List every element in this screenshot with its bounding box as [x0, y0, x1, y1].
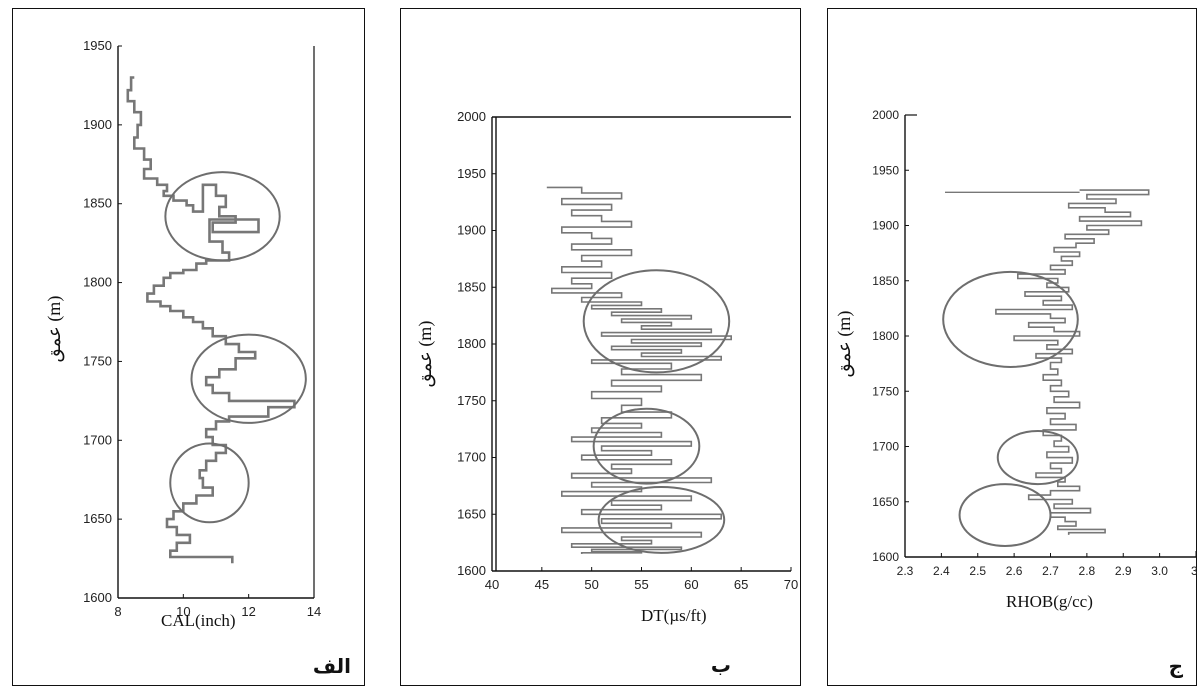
y-tick-label: 1800 — [83, 275, 112, 290]
y-tick-label: 1600 — [83, 590, 112, 605]
x-tick-label: 40 — [485, 577, 499, 592]
y-tick-label: 1600 — [872, 550, 899, 564]
y-tick-label: 1800 — [457, 336, 486, 351]
y-tick-label: 1900 — [457, 223, 486, 238]
y-tick-label: 1700 — [872, 440, 899, 454]
highlight-ellipse — [582, 269, 731, 374]
x-tick-label: 2.3 — [897, 564, 914, 578]
highlight-ellipse — [958, 483, 1052, 547]
log-trace-line — [546, 186, 732, 554]
y-tick-label: 1750 — [457, 393, 486, 408]
log-trace-line — [126, 76, 296, 564]
y-tick-label: 2000 — [457, 109, 486, 124]
panel-density: 1600 1650 1700 1750 1800 1850 1900 1950 2000 2.3 2… — [827, 8, 1197, 686]
x-tick-label: 12 — [241, 604, 255, 619]
chart-density: 1600 1650 1700 1750 1800 1850 1900 1950 2000 2.3 2… — [834, 108, 1197, 678]
x-tick-label: 2.8 — [1079, 564, 1096, 578]
x-tick-label: 8 — [114, 604, 121, 619]
x-axis-label: DT(µs/ft) — [641, 606, 707, 625]
x-tick-label: 45 — [535, 577, 549, 592]
x-tick-label: 65 — [734, 577, 748, 592]
highlight-ellipse — [164, 171, 281, 262]
y-tick-label: 1850 — [457, 279, 486, 294]
highlight-ellipse — [592, 407, 701, 485]
y-tick-label: 1900 — [83, 117, 112, 132]
x-tick-label: 50 — [584, 577, 598, 592]
panel-tag: ب — [711, 653, 731, 677]
y-axis-label: (m) عمق — [44, 296, 65, 363]
x-tick-label: 10 — [176, 604, 190, 619]
x-tick-label: 70 — [784, 577, 798, 592]
chart-sonic: 1600 1650 1700 1750 1800 1850 1900 1950 2000 40 45… — [415, 109, 798, 677]
x-tick-label: 2.4 — [933, 564, 950, 578]
y-tick-label: 1650 — [457, 506, 486, 521]
highlight-ellipse — [190, 333, 307, 424]
y-tick-label: 1750 — [872, 384, 899, 398]
highlight-ellipse — [942, 270, 1079, 368]
x-tick-label: 60 — [684, 577, 698, 592]
panel-caliper: 1600 1650 1700 1750 1800 1850 1900 1950 8 10 12 14 C… — [12, 8, 365, 686]
highlight-ellipse — [169, 442, 250, 524]
y-axis-label: (m) عمق — [415, 321, 436, 388]
x-tick-label: 3. — [1191, 564, 1197, 578]
y-tick-label: 1650 — [872, 495, 899, 509]
x-tick-label: 3.0 — [1151, 564, 1168, 578]
y-tick-label: 1850 — [872, 274, 899, 288]
x-tick-label: 2.7 — [1042, 564, 1059, 578]
y-tick-label: 1900 — [872, 219, 899, 233]
y-tick-label: 1950 — [83, 38, 112, 53]
x-tick-label: 55 — [634, 577, 648, 592]
chart-caliper: 1600 1650 1700 1750 1800 1850 1900 1950 8 10 12 14 C… — [44, 38, 351, 678]
x-axis-label: RHOB(g/cc) — [1006, 592, 1093, 611]
y-tick-label: 1850 — [83, 196, 112, 211]
panel-tag: ج — [1169, 654, 1184, 678]
x-tick-label: 2.9 — [1115, 564, 1132, 578]
x-tick-label: 2.6 — [1006, 564, 1023, 578]
panel-sonic: 1600 1650 1700 1750 1800 1850 1900 1950 2000 40 45… — [400, 8, 801, 686]
x-tick-label: 2.5 — [969, 564, 986, 578]
y-tick-label: 1700 — [83, 432, 112, 447]
highlight-ellipse — [597, 486, 726, 554]
y-axis-label: (m) عمق — [834, 311, 855, 378]
y-tick-label: 1600 — [457, 563, 486, 578]
y-tick-label: 1950 — [457, 166, 486, 181]
y-tick-label: 1950 — [872, 163, 899, 177]
x-tick-label: 14 — [307, 604, 321, 619]
highlight-ellipse — [996, 430, 1079, 486]
y-tick-label: 1800 — [872, 329, 899, 343]
y-tick-label: 2000 — [872, 108, 899, 122]
log-trace-line — [995, 189, 1150, 535]
y-tick-label: 1650 — [83, 511, 112, 526]
x-axis-label: CAL(inch) — [161, 611, 236, 630]
y-tick-label: 1750 — [83, 353, 112, 368]
panel-tag: الف — [313, 654, 351, 678]
y-tick-label: 1700 — [457, 450, 486, 465]
